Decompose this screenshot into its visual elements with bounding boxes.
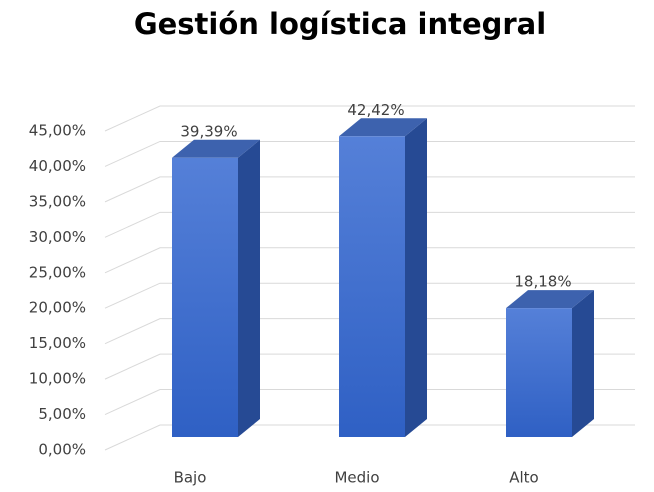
y-tick-label: 10,00% [29,370,86,388]
grid-line [104,353,635,380]
y-tick-label: 0,00% [38,441,86,459]
grid-line [104,176,635,203]
y-tick-label: 20,00% [29,299,86,317]
data-label: 18,18% [514,273,571,291]
bar [339,118,427,437]
x-tick-label: Bajo [174,469,207,487]
grid-line [104,140,635,167]
bar-front [506,308,572,437]
bar-top [172,139,260,158]
bar [506,290,594,437]
grid-line [104,282,635,309]
y-tick-label: 45,00% [29,122,86,140]
bar-top [506,290,594,309]
grid-line [104,389,635,416]
data-label: 39,39% [180,122,237,140]
bar-front [172,157,238,437]
bar-front [339,136,405,437]
y-tick-label: 30,00% [29,228,86,246]
grid-line [104,211,635,238]
y-tick-label: 40,00% [29,157,86,175]
chart-title: Gestión logística integral [134,7,546,41]
grid-line [104,318,635,345]
data-label: 42,42% [347,101,404,119]
x-tick-label: Alto [509,469,539,487]
bar-top [339,118,427,137]
grid-line [104,247,635,274]
y-tick-label: 35,00% [29,192,86,210]
x-tick-label: Medio [334,469,379,487]
grid-line [104,105,635,132]
bar-side [572,290,594,437]
grid-line [104,424,635,451]
bar-side [238,139,260,437]
y-tick-label: 5,00% [38,405,86,423]
bar [172,139,260,437]
y-tick-label: 15,00% [29,334,86,352]
y-tick-label: 25,00% [29,263,86,281]
bar-side [405,118,427,437]
